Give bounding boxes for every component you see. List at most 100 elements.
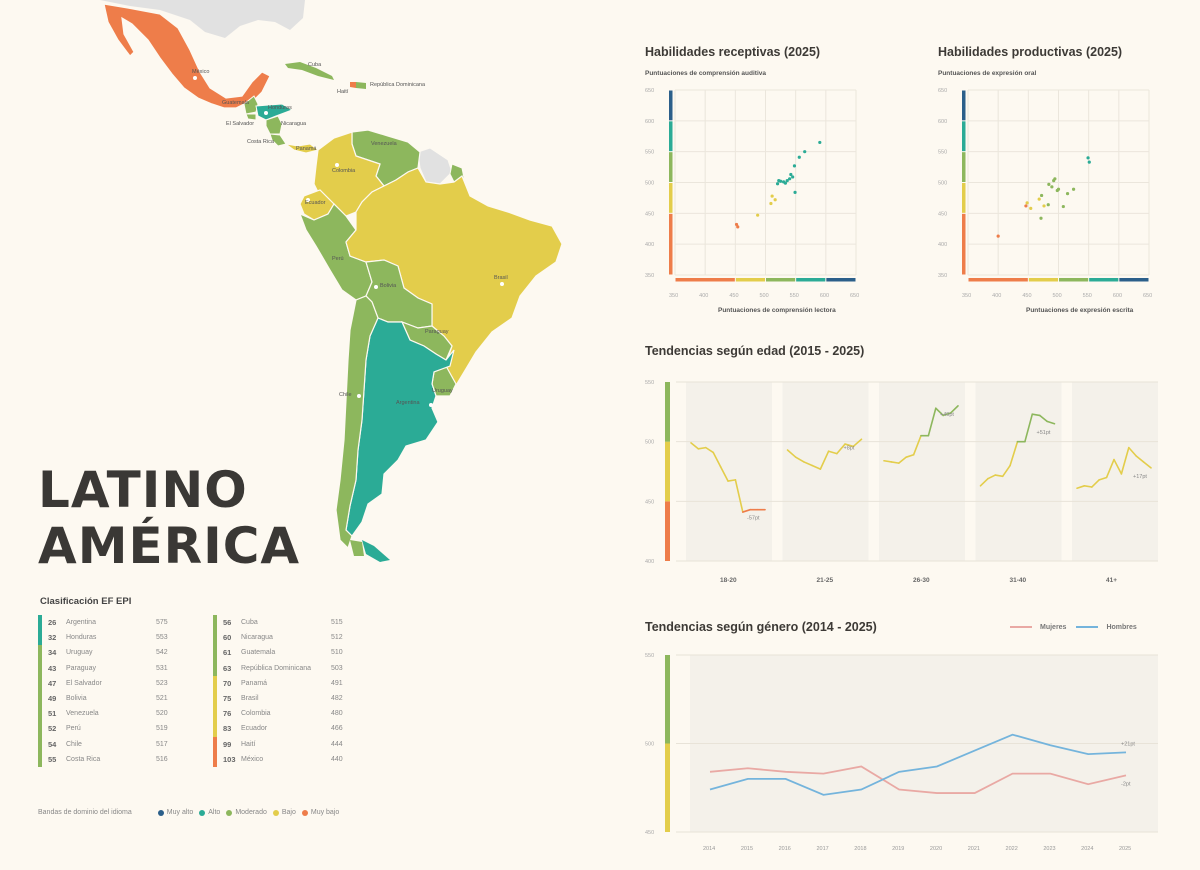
map-region-haiti[interactable] — [350, 82, 356, 88]
ranking-row: 52 Perú 519 — [38, 721, 178, 736]
band-bar — [213, 691, 217, 707]
scatter-point — [785, 179, 789, 183]
svg-text:450: 450 — [1022, 293, 1031, 299]
svg-text:550: 550 — [645, 380, 654, 386]
svg-text:550: 550 — [790, 293, 799, 299]
map-label: Paraguay — [425, 329, 449, 335]
gender-annotation: -2pt — [1121, 781, 1131, 787]
country-name: El Salvador — [66, 679, 102, 687]
map-region-guianas — [417, 147, 453, 185]
country-name: Cuba — [241, 619, 258, 627]
capital-dots — [193, 76, 504, 407]
receptive-chart-xlabel: Puntuaciones de comprensión lectora — [718, 307, 836, 314]
map-region-cuba[interactable] — [285, 62, 334, 80]
map-region-nicaragua[interactable] — [265, 115, 283, 135]
scatter-point — [1039, 216, 1043, 220]
ranking-row: 99 Haití 444 — [213, 737, 353, 752]
year-label: 2014 — [703, 846, 715, 852]
country-score: 512 — [331, 634, 343, 642]
band-legend-item: Alto — [199, 809, 220, 816]
scatter-point — [793, 190, 797, 194]
ranking-row: 70 Panamá 491 — [213, 676, 353, 691]
map-region-dominican-republic[interactable] — [356, 82, 366, 89]
ranking-row: 60 Nicaragua 512 — [213, 630, 353, 645]
map-label: República Dominicana — [370, 82, 426, 88]
map-label: Ecuador — [305, 200, 326, 206]
band-bar — [38, 615, 42, 631]
rank-number: 60 — [223, 633, 232, 643]
scatter-point — [1061, 204, 1065, 209]
latin-america-map: México Cuba Haití República Dominicana Guate… — [100, 0, 563, 562]
band-bar — [38, 675, 42, 691]
country-score: 521 — [156, 695, 168, 703]
svg-text:350: 350 — [645, 273, 654, 279]
scatter-point — [770, 194, 774, 198]
map-region-usa — [100, 0, 305, 38]
year-label: 2018 — [854, 846, 866, 852]
rank-number: 75 — [223, 694, 232, 704]
svg-text:400: 400 — [645, 242, 654, 248]
rank-number: 103 — [223, 754, 236, 764]
country-name: Colombia — [241, 710, 271, 718]
map-label: Perú — [332, 256, 344, 262]
age-annotation: +17pt — [1133, 474, 1147, 480]
productive-chart-xlabel: Puntuaciones de expresión escrita — [1026, 307, 1134, 314]
svg-text:650: 650 — [645, 88, 654, 94]
ranking-row: 34 Uruguay 542 — [38, 645, 178, 660]
scatter-point — [775, 182, 780, 186]
gender-line-mujeres — [709, 765, 1127, 794]
svg-text:600: 600 — [820, 293, 829, 299]
country-score: 516 — [156, 755, 168, 763]
map-region-honduras[interactable] — [255, 103, 294, 121]
band-bar — [213, 751, 217, 767]
scatter-point — [996, 234, 1000, 238]
ranking-row: 26 Argentina 575 — [38, 615, 178, 630]
band-dot-icon — [199, 809, 206, 816]
scatter-point — [1037, 197, 1041, 201]
rank-number: 54 — [48, 739, 57, 749]
svg-text:350: 350 — [938, 273, 947, 279]
map-region-mexico[interactable] — [103, 3, 271, 109]
year-label: 2019 — [892, 846, 904, 852]
scatter-point — [778, 179, 783, 183]
ranking-row: 47 El Salvador 523 — [38, 676, 178, 691]
scatter-point — [792, 164, 797, 168]
rank-number: 43 — [48, 663, 57, 673]
year-label: 2025 — [1119, 846, 1131, 852]
band-bar — [213, 645, 217, 661]
country-name: Chile — [66, 740, 82, 748]
hombres-swatch — [1076, 625, 1099, 629]
country-score: 519 — [156, 725, 168, 733]
band-dot-icon — [226, 809, 233, 816]
band-bar — [213, 615, 217, 631]
map-region-chile[interactable] — [335, 295, 379, 550]
bands-legend-label: Bandas de dominio del idioma — [38, 809, 132, 816]
country-name: Paraguay — [66, 664, 96, 672]
country-name: Argentina — [66, 619, 96, 627]
map-label: Chile — [339, 392, 352, 398]
legend-item-hombres: Hombres — [1076, 624, 1137, 631]
band-dot-icon — [301, 809, 308, 816]
map-region-el-salvador[interactable] — [245, 113, 257, 121]
rank-number: 56 — [223, 618, 232, 628]
rank-number: 76 — [223, 709, 232, 719]
scatter-point — [1071, 187, 1076, 191]
country-score: 503 — [331, 664, 343, 672]
band-bar — [213, 736, 217, 752]
rank-number: 51 — [48, 709, 57, 719]
scatter-point — [791, 175, 795, 179]
map-region-costa-rica[interactable] — [269, 133, 287, 147]
country-name: Venezuela — [66, 710, 99, 718]
map-label: Venezuela — [371, 141, 398, 147]
scatter-point — [1056, 187, 1061, 191]
scatter-point — [788, 177, 792, 181]
map-label: México — [192, 69, 209, 75]
map-region-tierra-del-fuego — [362, 540, 390, 562]
svg-text:450: 450 — [645, 499, 654, 505]
rank-number: 99 — [223, 739, 232, 749]
map-label: Panamá — [296, 146, 317, 152]
map-label: Haití — [337, 89, 349, 95]
bands-legend: Bandas de dominio del idioma Muy alto Alt… — [38, 809, 339, 816]
age-group-label: 26-30 — [913, 577, 930, 584]
band-legend-item: Moderado — [226, 809, 267, 816]
